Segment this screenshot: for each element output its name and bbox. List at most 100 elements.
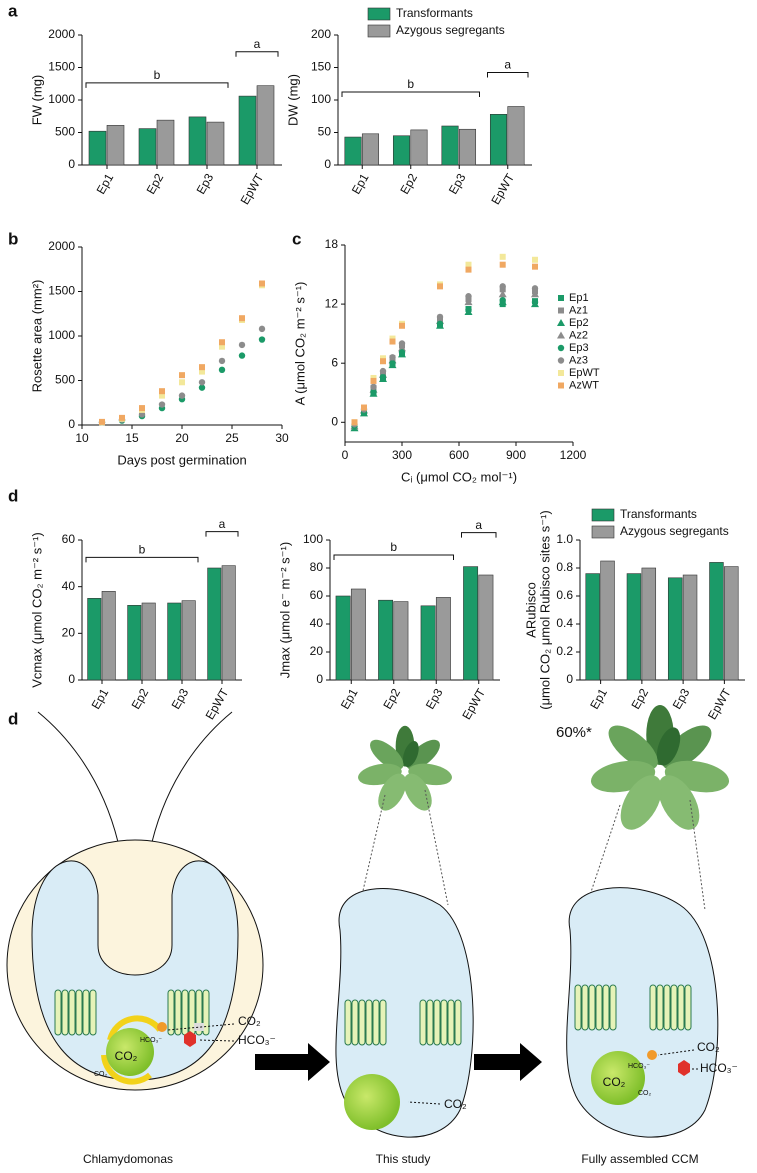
bar <box>458 128 477 166</box>
bar <box>709 562 724 681</box>
y-tick-label: 2000 <box>48 239 75 253</box>
starch-sheath <box>107 1015 163 1041</box>
y-axis-label: A (μmol CO₂ m⁻² s⁻¹) <box>292 282 307 406</box>
arrow <box>255 1043 330 1081</box>
legend-label: Ep3 <box>569 342 589 354</box>
y-tick-label: 100 <box>303 532 323 546</box>
y-tick-label: 1500 <box>48 60 75 74</box>
x-tick-label: 10 <box>75 431 89 445</box>
point <box>531 285 539 292</box>
x-tick-label: EpWT <box>238 171 267 207</box>
rubisco-condensate <box>344 1074 400 1130</box>
bar <box>478 574 494 681</box>
legend-label: Transformants <box>396 6 473 20</box>
x-tick-label: EpWT <box>705 686 734 722</box>
legend-label: AzWT <box>569 379 599 391</box>
point <box>351 419 358 426</box>
bar <box>667 577 683 681</box>
legend-label: Azygous segregants <box>620 524 729 538</box>
hco3-label: HCO₃⁻ <box>238 1033 276 1047</box>
bar <box>127 605 142 681</box>
y-tick-label: 150 <box>311 60 331 74</box>
point <box>532 263 538 270</box>
panel-label: d <box>8 709 18 728</box>
legend-swatch <box>367 24 391 38</box>
bar <box>585 573 600 681</box>
y-tick-label: 0 <box>68 417 75 431</box>
legend-label: Ep2 <box>569 317 589 329</box>
x-axis-label: Days post germination <box>117 452 246 467</box>
bar <box>207 567 222 681</box>
point <box>398 340 406 347</box>
inner-label: CO₂ <box>94 1071 108 1078</box>
x-tick-label: Ep1 <box>338 686 361 712</box>
point <box>465 306 472 314</box>
zoom-line <box>361 794 386 896</box>
significance-bracket <box>341 91 480 97</box>
point <box>532 256 538 263</box>
thylakoid-stack <box>54 989 97 1036</box>
bar <box>682 574 698 681</box>
y-tick-label: 0 <box>316 672 323 686</box>
gain-label: 60%* <box>556 724 592 741</box>
point <box>198 379 206 386</box>
point <box>179 372 185 379</box>
point <box>199 364 205 371</box>
y-tick-label: 0.4 <box>556 616 573 630</box>
legend-marker <box>558 382 564 389</box>
bar <box>489 114 508 166</box>
x-tick-label: 900 <box>506 448 526 462</box>
point <box>238 341 246 349</box>
y-tick-label: 0 <box>566 672 573 686</box>
bar <box>626 573 642 681</box>
thylakoid-stack <box>419 999 462 1046</box>
inner-label: CO₂ <box>638 1090 652 1097</box>
legend-marker <box>558 307 564 314</box>
caption: Chlamydomonas <box>83 1152 173 1166</box>
x-tick-label: Ep1 <box>94 171 117 197</box>
y-tick-label: 80 <box>310 560 324 574</box>
x-tick-label: Ep1 <box>349 171 372 197</box>
x-tick-label: Ep3 <box>446 171 469 197</box>
x-tick-label: 25 <box>225 431 239 445</box>
co2-label: CO₂ <box>238 1014 261 1028</box>
y-tick-label: 1000 <box>48 328 75 342</box>
x-tick-label: Ep3 <box>670 686 693 712</box>
plant <box>588 705 732 837</box>
y-tick-label: 500 <box>55 125 75 139</box>
bar <box>350 588 366 681</box>
bar <box>420 605 436 681</box>
significance-label: a <box>254 37 261 51</box>
significance-label: b <box>154 68 161 82</box>
point <box>379 367 387 375</box>
point <box>239 315 245 322</box>
point <box>361 404 367 411</box>
pyrenoid <box>591 1051 645 1105</box>
x-tick-label: Ep2 <box>628 686 651 712</box>
significance-bracket <box>461 532 497 538</box>
panel-label: d <box>8 486 18 505</box>
bar <box>441 125 459 166</box>
flux-arrow <box>407 1101 441 1105</box>
significance-bracket <box>487 72 529 78</box>
y-tick-label: 0 <box>68 157 75 171</box>
thylakoid-stack <box>344 999 387 1046</box>
zoom-line <box>589 804 621 896</box>
y-tick-label: 0.2 <box>556 644 573 658</box>
flagellum <box>37 711 119 843</box>
bar <box>206 121 225 166</box>
point <box>219 339 225 346</box>
legend-label: Az1 <box>569 304 588 316</box>
point <box>370 388 377 395</box>
point <box>436 313 444 321</box>
y-axis-label: (μmol CO₂ μmol Rubisco sites s⁻¹) <box>537 510 552 710</box>
hco3-label: HCO₃⁻ <box>700 1061 738 1075</box>
legend-label: Az2 <box>569 329 588 341</box>
x-tick-label: EpWT <box>459 686 488 722</box>
x-tick-label: 600 <box>449 448 469 462</box>
y-tick-label: 2000 <box>48 27 75 41</box>
point <box>531 298 539 306</box>
y-axis-label: FW (mg) <box>29 75 44 126</box>
legend-marker <box>558 295 564 301</box>
x-tick-label: 15 <box>125 431 139 445</box>
